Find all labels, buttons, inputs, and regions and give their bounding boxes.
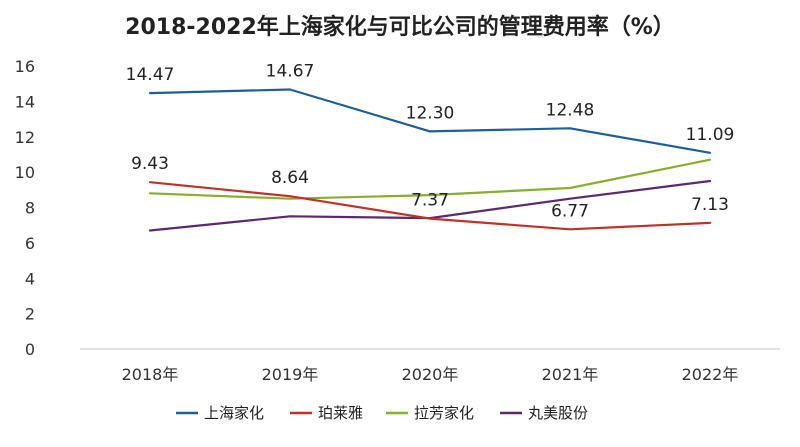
data-label: 12.30 (406, 103, 455, 123)
legend-label: 上海家化 (204, 404, 264, 422)
legend-label: 珀莱雅 (318, 404, 363, 422)
series-lines (148, 88, 712, 232)
y-tick-label: 2 (25, 305, 35, 324)
data-label: 11.09 (686, 125, 735, 145)
data-label: 7.13 (691, 195, 729, 215)
x-tick-label: 2020年 (402, 365, 459, 384)
series-line-0 (148, 88, 712, 154)
data-label: 12.48 (546, 100, 595, 120)
chart-title: 2018-2022年上海家化与可比公司的管理费用率（%） (125, 14, 675, 40)
x-tick-label: 2018年 (122, 365, 179, 384)
data-label: 8.64 (271, 168, 309, 188)
data-labels: 14.47 14.67 12.30 12.48 11.09 9.43 8.64 7.37 6.7… (126, 62, 735, 222)
series-line-2 (148, 158, 712, 200)
y-tick-label: 0 (25, 340, 35, 359)
y-tick-label: 8 (25, 199, 35, 218)
x-tick-label: 2021年 (542, 365, 599, 384)
y-axis-ticks: 0 2 4 6 8 10 12 14 16 (15, 57, 35, 359)
series-line-1 (148, 181, 712, 231)
y-tick-label: 6 (25, 234, 35, 253)
x-axis-ticks: 2018年 2019年 2020年 2021年 2022年 (122, 365, 739, 384)
legend-label: 拉芳家化 (414, 404, 474, 422)
x-tick-label: 2022年 (682, 365, 739, 384)
y-tick-label: 10 (15, 163, 35, 182)
y-tick-label: 12 (15, 128, 35, 147)
legend: 上海家化 珀莱雅 拉芳家化 丸美股份 (176, 404, 588, 422)
data-label: 9.43 (131, 154, 169, 174)
data-label: 14.47 (126, 65, 175, 85)
data-label: 14.67 (266, 62, 315, 82)
y-tick-label: 4 (25, 269, 35, 288)
y-tick-label: 14 (15, 92, 35, 111)
data-label: 7.37 (411, 191, 449, 211)
data-label: 6.77 (551, 201, 589, 221)
legend-label: 丸美股份 (528, 404, 588, 422)
y-tick-label: 16 (15, 57, 35, 76)
x-tick-label: 2019年 (262, 365, 319, 384)
